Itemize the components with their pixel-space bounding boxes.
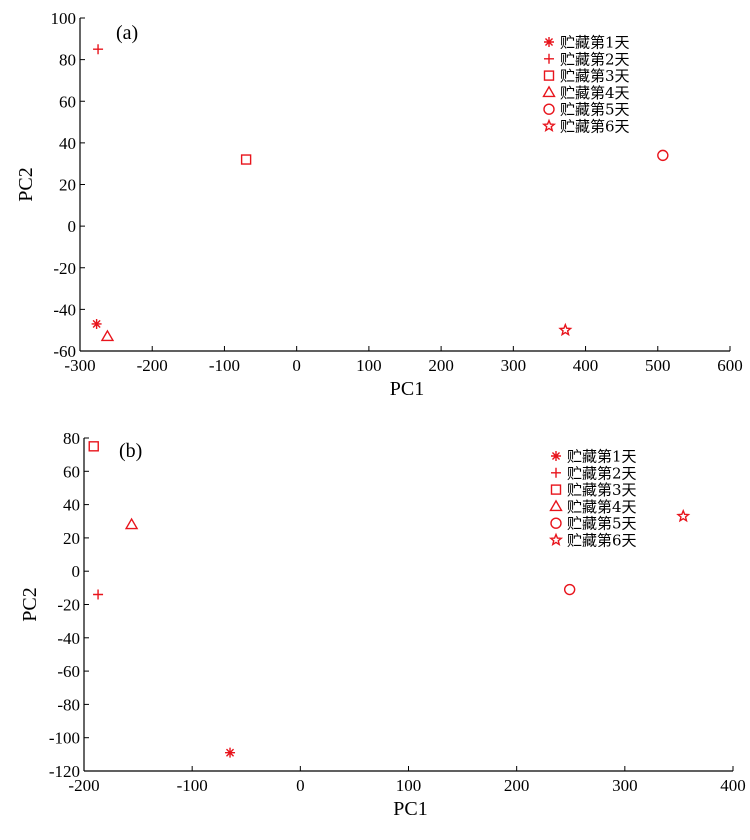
x-tick-label: 0 [292, 356, 301, 375]
data-point-triangle [124, 517, 139, 530]
legend-marker-triangle [542, 85, 556, 98]
data-point-asterisk [225, 747, 236, 758]
y-tick-label: 40 [63, 496, 80, 515]
x-tick-label: -100 [177, 776, 208, 795]
legend-marker-star [548, 532, 564, 546]
legend-marker-triangle [549, 499, 563, 512]
legend-entry: 贮藏第1天 [560, 34, 630, 52]
x-tick-label: -200 [137, 356, 168, 375]
legend-entry: 贮藏第6天 [560, 118, 630, 136]
legend-entry: 贮藏第3天 [560, 67, 630, 85]
legend-marker-asterisk [544, 37, 554, 47]
data-point-square [240, 154, 252, 165]
legend-marker-square [543, 70, 555, 81]
y-tick-label: 20 [63, 529, 80, 548]
chart-panel-1: -300 -200 -100 0 100 200 300 400 500 600-60-40-20… [15, 9, 743, 400]
data-point-triangle [100, 329, 115, 342]
x-axis-label: PC1 [390, 378, 424, 400]
x-tick-label: 500 [645, 356, 671, 375]
data-point-plus [93, 44, 104, 55]
y-tick-label: 0 [72, 562, 81, 581]
data-point-square [88, 441, 99, 452]
data-point-asterisk [91, 318, 102, 329]
x-tick-label: 400 [720, 776, 746, 795]
legend-marker-plus [551, 467, 561, 478]
y-axis-label: PC2 [15, 167, 37, 201]
y-tick-label: 100 [51, 9, 77, 28]
data-point-star [676, 508, 691, 523]
y-tick-label: -20 [53, 259, 76, 278]
x-axis-label: PC1 [393, 798, 427, 820]
y-tick-label: -40 [53, 300, 76, 319]
x-tick-label: 600 [717, 356, 743, 375]
legend-entry: 贮藏第4天 [560, 84, 630, 102]
y-tick-label: -120 [49, 762, 80, 781]
x-tick-label: 300 [612, 776, 638, 795]
y-tick-label: -40 [57, 629, 80, 648]
x-tick-label: 200 [504, 776, 530, 795]
legend-marker-circle [543, 103, 555, 115]
legend-entry: 贮藏第2天 [567, 464, 637, 482]
y-tick-label: 80 [63, 429, 80, 448]
legend-marker-plus [544, 53, 554, 64]
data-point-star [558, 322, 573, 337]
legend-marker-circle [550, 517, 562, 529]
legend-marker-asterisk [551, 451, 561, 461]
panel-label: (b) [119, 440, 142, 462]
y-tick-label: -100 [49, 729, 80, 748]
y-tick-label: -60 [57, 662, 80, 681]
chart-panel-2: -200 -100 0 100 200 300 400-120-100-80-60-40-2… [19, 429, 746, 820]
legend-marker-square [550, 484, 562, 495]
x-tick-label: 400 [573, 356, 599, 375]
y-tick-label: -80 [57, 695, 80, 714]
legend-entry: 贮藏第4天 [567, 498, 637, 516]
y-tick-label: 60 [63, 462, 80, 481]
data-point-circle [563, 583, 576, 596]
legend-entry: 贮藏第6天 [567, 532, 637, 550]
x-tick-label: -100 [209, 356, 240, 375]
x-tick-label: -200 [68, 776, 99, 795]
panel-label: (a) [116, 22, 138, 44]
x-tick-label: 200 [428, 356, 454, 375]
y-tick-label: -60 [53, 342, 76, 361]
legend-entry: 贮藏第3天 [567, 481, 637, 499]
y-tick-label: 0 [68, 217, 77, 236]
data-point-plus [93, 589, 104, 600]
y-tick-label: 80 [59, 51, 76, 70]
data-point-circle [657, 149, 669, 162]
legend-marker-star [541, 118, 557, 132]
y-tick-label: 60 [59, 92, 76, 111]
y-tick-label: -20 [57, 596, 80, 615]
legend-entry: 贮藏第5天 [567, 515, 637, 533]
legend-entry: 贮藏第5天 [560, 101, 630, 119]
x-tick-label: -300 [64, 356, 95, 375]
x-tick-label: 300 [501, 356, 527, 375]
y-tick-label: 20 [59, 176, 76, 195]
x-tick-label: 100 [356, 356, 382, 375]
y-tick-label: 40 [59, 134, 76, 153]
legend-entry: 贮藏第1天 [567, 448, 637, 466]
y-axis-label: PC2 [19, 587, 41, 621]
legend-entry: 贮藏第2天 [560, 50, 630, 68]
x-tick-label: 0 [296, 776, 305, 795]
x-tick-label: 100 [396, 776, 422, 795]
